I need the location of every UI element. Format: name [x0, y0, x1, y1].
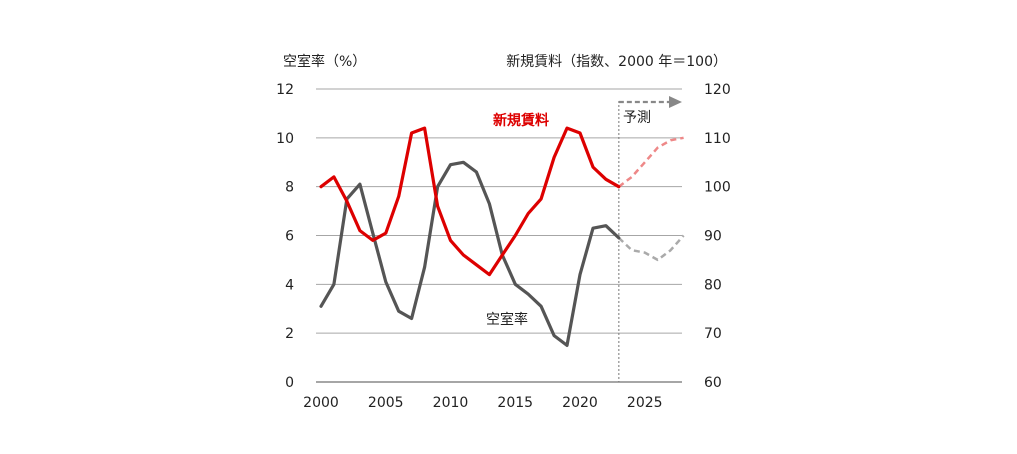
left-tick-label: 12	[276, 82, 294, 98]
right-y-axis: 60 70 80 90 100 110 120	[704, 82, 731, 391]
left-tick-label: 2	[285, 326, 294, 342]
x-axis: 2000 2005 2010 2015 2020 2025	[303, 395, 662, 411]
series-forecast-line	[618, 136, 684, 188]
left-tick-label: 10	[276, 131, 294, 147]
left-axis-title: 空室率（%）	[283, 53, 366, 70]
left-tick-label: 4	[285, 277, 294, 293]
left-tick-label: 6	[285, 229, 294, 245]
series-forecast-line	[617, 234, 685, 262]
x-tick-label: 2015	[497, 395, 533, 411]
right-tick-label: 60	[704, 375, 722, 391]
right-tick-label: 80	[704, 277, 722, 293]
x-tick-label: 2010	[433, 395, 469, 411]
left-y-axis: 0 2 4 6 8 10 12	[276, 82, 294, 391]
right-tick-label: 110	[704, 131, 731, 147]
forecast-label: 予測	[623, 110, 651, 126]
series-line	[319, 126, 621, 277]
x-tick-label: 2000	[303, 395, 339, 411]
series-line	[319, 160, 621, 347]
vacancy-series-label: 空室率	[486, 311, 528, 328]
series-layer	[319, 126, 685, 347]
right-tick-label: 70	[704, 326, 722, 342]
right-tick-label: 100	[704, 180, 731, 196]
right-tick-label: 120	[704, 82, 731, 98]
right-tick-label: 90	[704, 229, 722, 245]
x-tick-label: 2025	[627, 395, 663, 411]
forecast-arrow-head	[669, 96, 682, 108]
rent-series-label: 新規賃料	[493, 112, 549, 129]
left-tick-label: 8	[285, 180, 294, 196]
left-tick-label: 0	[285, 375, 294, 391]
x-tick-label: 2005	[368, 395, 404, 411]
right-axis-title: 新規賃料（指数、2000 年＝100）	[506, 54, 727, 70]
x-tick-label: 2020	[562, 395, 598, 411]
